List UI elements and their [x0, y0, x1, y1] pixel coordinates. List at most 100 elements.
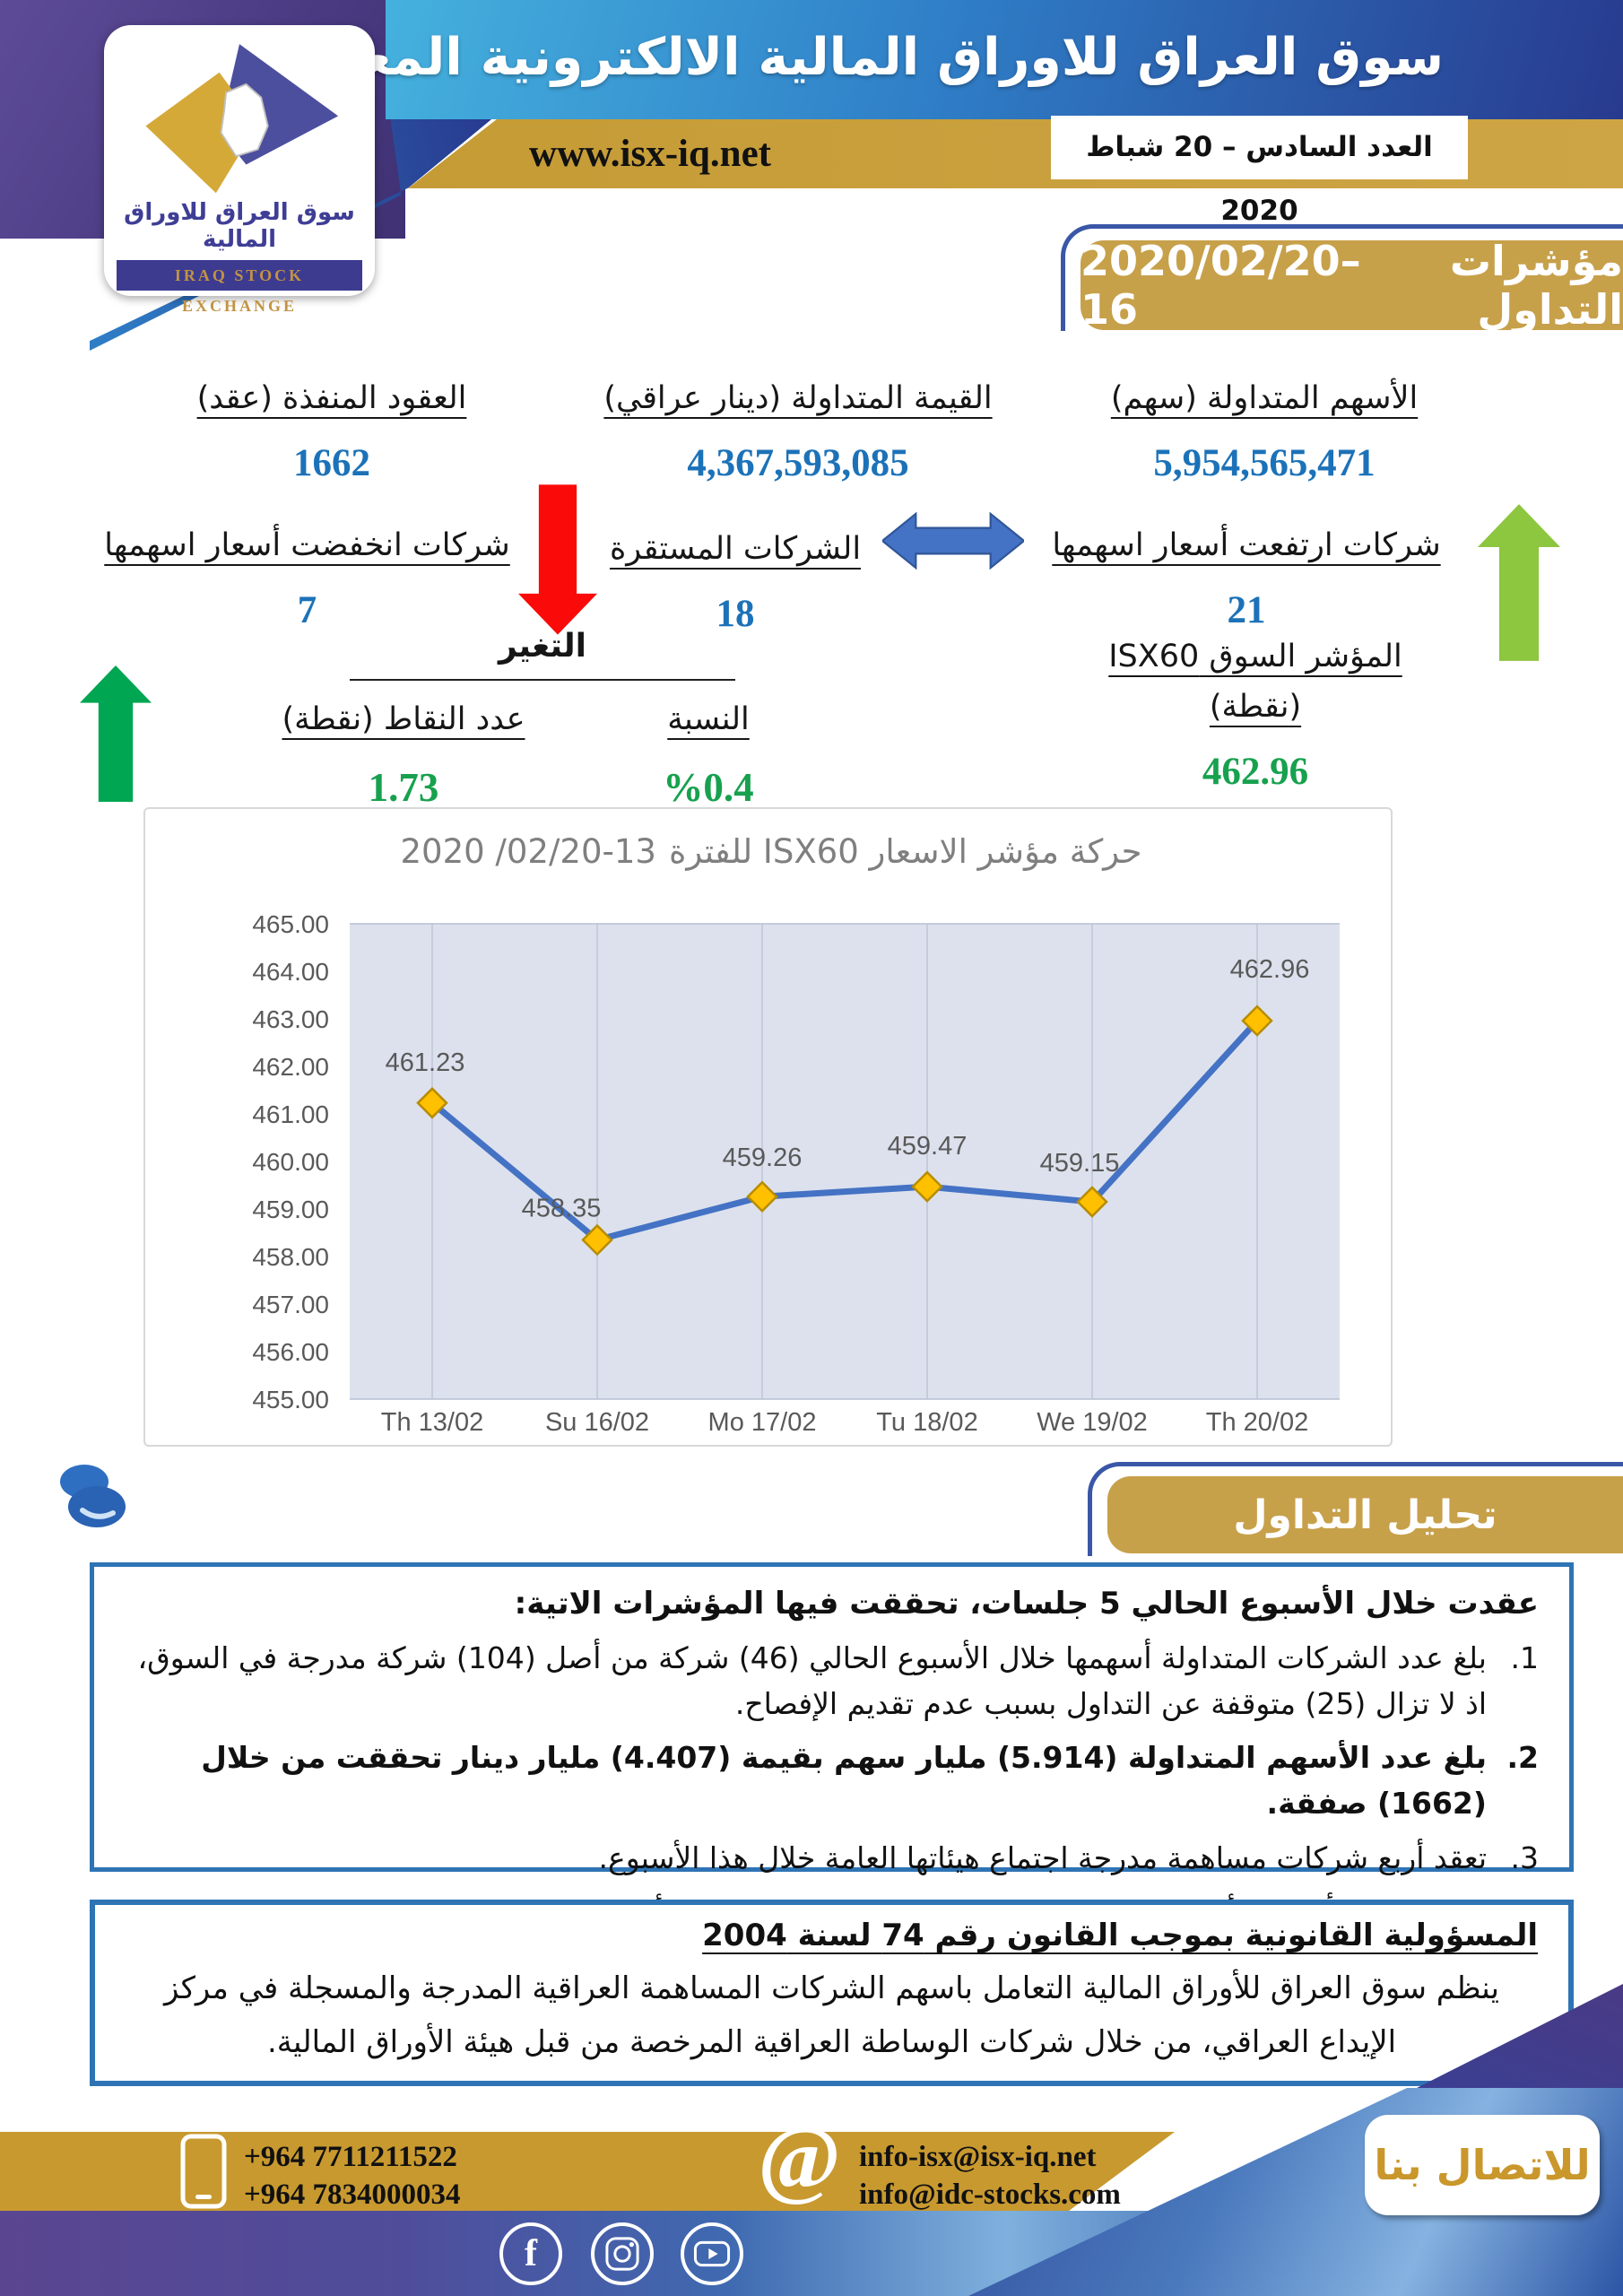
change-points-label: عدد النقاط (نقطة): [282, 701, 525, 737]
x-axis-label: Th 20/02: [1206, 1408, 1308, 1437]
losers-label: شركات انخفضت أسعار اسهمها: [104, 527, 510, 563]
data-point-label: 459.47: [888, 1132, 968, 1161]
analysis-box: عقدت خلال الأسبوع الحالي 5 جلسات، تحققت …: [90, 1562, 1574, 1929]
footer: +964 7711211522 +964 7834000034 @ info-i…: [0, 2088, 1623, 2296]
y-axis-tick: 463.00: [252, 1005, 329, 1033]
email-1[interactable]: info-isx@isx-iq.net: [859, 2141, 1097, 2173]
y-axis-tick: 459.00: [252, 1196, 329, 1223]
y-axis-tick: 460.00: [252, 1148, 329, 1176]
y-axis-tick: 462.00: [252, 1053, 329, 1081]
y-axis-tick: 458.00: [252, 1243, 329, 1271]
data-point-marker: [1241, 1004, 1273, 1037]
y-axis-tick: 455.00: [252, 1386, 329, 1413]
pushpin-icon: [60, 1465, 126, 1527]
contracts-value: 1662: [293, 442, 370, 484]
y-axis-tick: 457.00: [252, 1291, 329, 1318]
gainers-value: 21: [1227, 589, 1266, 631]
y-axis-tick: 456.00: [252, 1338, 329, 1366]
index-label-line1: المؤشر السوق ISX60: [1108, 639, 1402, 674]
data-point-marker: [416, 1087, 448, 1119]
chart-title-period: 2020 /02/20-13: [400, 832, 656, 871]
stable-double-arrow-icon: [882, 511, 1024, 570]
data-point-label: 458.35: [522, 1194, 602, 1222]
traded-shares-label: الأسهم المتداولة (سهم): [1110, 380, 1419, 416]
traded-value-label: القيمة المتداولة (دينار عراقي): [603, 380, 993, 416]
up-arrow-icon: [1478, 504, 1560, 661]
index-up-arrow-icon: [80, 665, 152, 802]
isx-logo-icon: [145, 44, 339, 194]
analysis-item-text: بلغ عدد الشركات المتداولة أسهمها خلال ال…: [137, 1640, 1487, 1722]
analysis-item-number: 3.: [1510, 1839, 1540, 1875]
phone-number-1[interactable]: +964 7711211522: [244, 2141, 457, 2173]
x-axis-label: Th 13/02: [381, 1408, 483, 1437]
change-percent-value: %0.4: [663, 765, 754, 810]
index-value: 462.96: [1202, 751, 1309, 793]
page-title: سوق العراق للاوراق المالية الالكترونية ا…: [187, 28, 1444, 87]
isx-logo: سوق العراق للاوراق المالية IRAQ STOCK EX…: [104, 25, 375, 315]
y-axis-tick: 465.00: [252, 910, 329, 938]
x-axis-label: We 19/02: [1037, 1408, 1148, 1437]
change-percent-label: النسبة: [667, 701, 750, 737]
gainers-label: شركات ارتفعت أسعار اسهمها: [1052, 527, 1441, 563]
indicators-banner: 2020/02/20–16 مؤشرات التداول: [1061, 224, 1623, 334]
analysis-item-text: تعقد أربع شركات مساهمة مدرجة اجتماع هيئا…: [598, 1839, 1487, 1875]
analysis-item-text: بلغ عدد الأسهم المتداولة (5.914) مليار س…: [201, 1740, 1487, 1822]
at-icon: @: [758, 2108, 842, 2207]
analysis-banner: تحليل التداول: [1088, 1462, 1623, 1559]
header-blue-band: [386, 0, 1623, 119]
issue-date: العدد السادس – 20 شباط 2020: [1051, 116, 1468, 227]
x-axis-label: Su 16/02: [545, 1408, 649, 1437]
chart-title: 2020 /02/20-13 حركة مؤشر الاسعار ISX60 ل…: [323, 832, 1219, 886]
isx60-line-chart: 465.00 464.00 463.00 462.00 461.00 460.00 459.…: [252, 910, 1340, 1437]
analysis-item: 2. بلغ عدد الأسهم المتداولة (5.914) مليار…: [125, 1735, 1539, 1826]
stable-label: الشركات المستقرة: [609, 531, 862, 567]
change-title: التغير: [350, 628, 735, 681]
analysis-banner-title: تحليل التداول: [1233, 1492, 1497, 1538]
contact-us-badge: للاتصال بنا: [1365, 2115, 1600, 2215]
contracts-label: العقود المنفذة (عقد): [196, 380, 467, 416]
data-point-marker: [746, 1180, 778, 1213]
y-axis-tick: 461.00: [252, 1100, 329, 1128]
y-axis-tick: 464.00: [252, 958, 329, 986]
logo-name-english: IRAQ STOCK EXCHANGE: [117, 260, 362, 315]
data-point-marker: [581, 1223, 613, 1257]
analysis-item-number: 2.: [1506, 1740, 1539, 1776]
chart-title-text: حركة مؤشر الاسعار ISX60 للفترة: [668, 832, 1142, 871]
email-2[interactable]: info@idc-stocks.com: [859, 2179, 1121, 2211]
data-point-marker: [1076, 1186, 1108, 1218]
youtube-icon[interactable]: [681, 2222, 743, 2285]
website-link[interactable]: www.isx-iq.net: [529, 133, 771, 175]
banner-blue-frame: [1061, 224, 1623, 331]
down-arrow-icon: [518, 484, 597, 635]
data-point-label: 461.23: [386, 1048, 465, 1077]
legal-body: ينظم سوق العراق للأوراق المالية التعامل …: [163, 1970, 1500, 2060]
legal-box: المسؤولية القانونية بموجب القانون رقم 74…: [90, 1900, 1574, 2086]
plot-area: [350, 924, 1340, 1399]
change-points-value: 1.73: [368, 765, 439, 810]
facebook-icon[interactable]: f: [499, 2222, 562, 2285]
traded-shares-value: 5,954,565,471: [1153, 442, 1376, 484]
instagram-icon[interactable]: [591, 2222, 654, 2285]
stable-value: 18: [716, 593, 755, 635]
data-point-marker: [911, 1170, 943, 1203]
analysis-intro: عقدت خلال الأسبوع الحالي 5 جلسات، تحققت …: [514, 1586, 1539, 1622]
data-point-label: 459.15: [1040, 1149, 1120, 1178]
analysis-item: 1. بلغ عدد الشركات المتداولة أسهمها خلال …: [125, 1635, 1539, 1726]
legal-title: المسؤولية القانونية بموجب القانون رقم 74…: [702, 1918, 1538, 1953]
data-point-label: 462.96: [1230, 955, 1310, 984]
x-axis-label: Tu 18/02: [876, 1408, 977, 1437]
analysis-list: 1. بلغ عدد الشركات المتداولة أسهمها خلال …: [125, 1635, 1539, 1935]
chart-line: [430, 1018, 1260, 1243]
traded-value-value: 4,367,593,085: [687, 442, 909, 484]
banner-blue-frame: [1088, 1462, 1623, 1556]
analysis-item-number: 1.: [1510, 1640, 1540, 1675]
indicators-period: 2020/02/20–16: [1081, 237, 1361, 334]
losers-value: 7: [297, 589, 317, 631]
data-point-label: 459.26: [723, 1144, 803, 1172]
x-axis-label: Mo 17/02: [708, 1408, 817, 1437]
phone-number-2[interactable]: +964 7834000034: [244, 2179, 461, 2211]
indicators-banner-title: مؤشرات التداول: [1449, 237, 1623, 334]
logo-name-arabic: سوق العراق للاوراق المالية: [124, 199, 355, 253]
index-label-line2: (نقطة): [1209, 689, 1302, 725]
